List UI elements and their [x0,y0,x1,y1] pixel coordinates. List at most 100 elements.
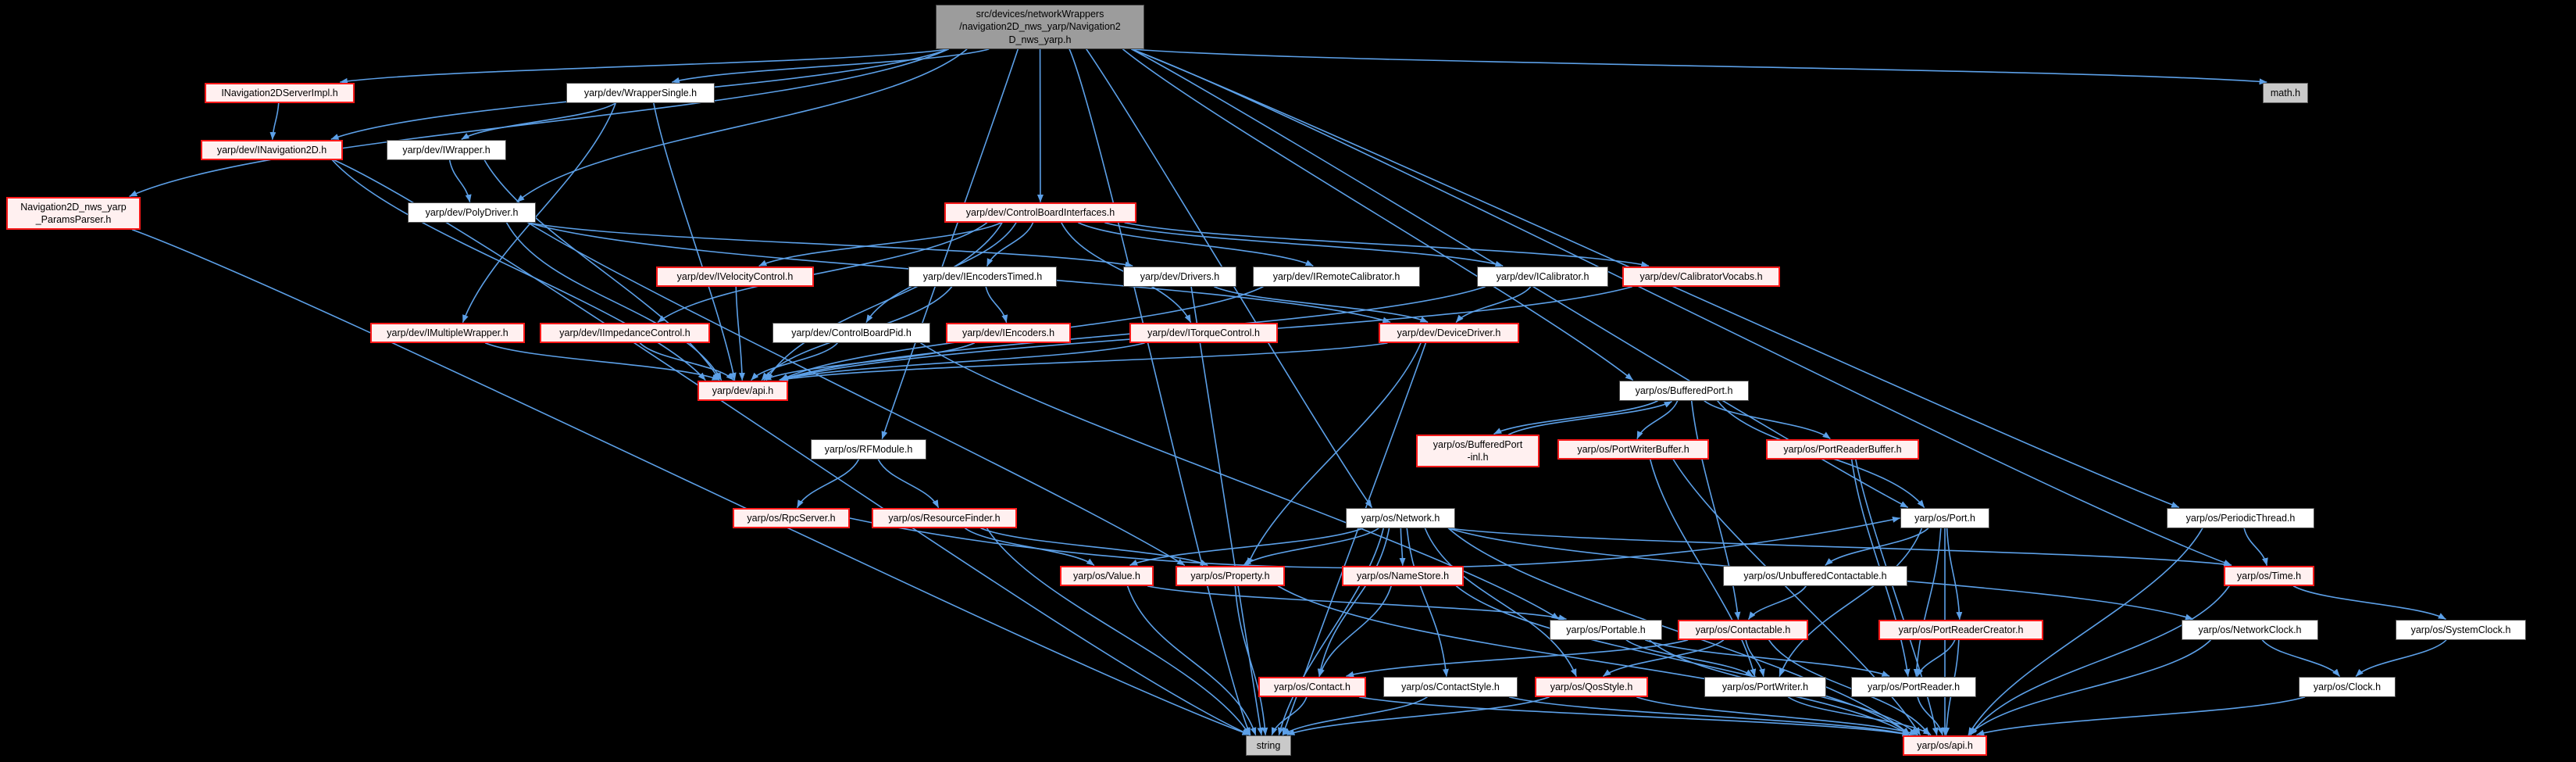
node-cbi[interactable]: yarp/dev/ControlBoardInterfaces.h [944,202,1136,223]
edge-ical-devdriver [1455,286,1532,323]
edge-namestore-contact [1318,585,1392,677]
node-resfinder[interactable]: yarp/os/ResourceFinder.h [872,508,1017,528]
edge-cbi-iimp [657,222,988,323]
edge-value-portable [1147,585,1567,621]
node-string[interactable]: string [1246,735,1291,756]
edge-unbufcontactable-contactable [1748,585,1807,620]
edge-systemclock-clock [2355,639,2447,677]
node-contactstyle[interactable]: yarp/os/ContactStyle.h [1383,677,1518,697]
edge-ivel-devapi [735,286,745,381]
node-rpcserver[interactable]: yarp/os/RpcServer.h [733,508,850,528]
edge-network-contactstyle [1406,528,1449,677]
edge-main-polydriver [516,48,968,202]
edge-polydriver-devapi [505,222,722,381]
edge-wrapper_single-iwrapper [461,102,616,140]
node-iimp[interactable]: yarp/dev/IImpedanceControl.h [540,323,710,343]
edge-portwriter-osapi [1787,696,1932,735]
edge-rfmodule-resfinder [877,459,940,508]
node-prcreator[interactable]: yarp/os/PortReaderCreator.h [1878,620,2043,640]
edge-itorque-devapi [779,342,1145,381]
edge-pwbuffer-portwriter [1649,459,1757,677]
node-ienct[interactable]: yarp/dev/IEncodersTimed.h [908,267,1057,287]
edge-contactable-qosstyle [1603,639,1725,677]
edge-namestore-osapi [1455,585,1911,735]
node-cbpid[interactable]: yarp/dev/ControlBoardPid.h [772,323,930,343]
node-polydriver[interactable]: yarp/dev/PolyDriver.h [408,202,536,223]
edge-value-string [1126,585,1257,735]
edge-rfmodule-rpcserver [797,459,860,508]
edge-main-inav_impl [339,48,949,84]
edge-contactable-osapi [1768,639,1930,735]
node-paramsparser[interactable]: Navigation2D_nws_yarp _ParamsParser.h [6,197,141,230]
node-rfmodule[interactable]: yarp/os/RFModule.h [811,439,926,460]
node-math[interactable]: math.h [2263,83,2308,103]
node-devdriver[interactable]: yarp/dev/DeviceDriver.h [1379,323,1519,343]
node-devapi[interactable]: yarp/dev/api.h [698,381,788,401]
edge-devdriver-devapi [780,342,1388,382]
edge-main-rfmodule [881,48,1019,439]
node-main[interactable]: src/devices/networkWrappers /navigation2… [936,5,1144,49]
edge-network-time [1447,528,2232,567]
edge-imw-devapi [484,342,720,381]
edge-network-value [1129,528,1364,566]
node-iwrapper[interactable]: yarp/dev/IWrapper.h [387,140,506,160]
edge-cbi-calvocabs [1124,222,1650,268]
node-ical[interactable]: yarp/dev/ICalibrator.h [1477,267,1608,287]
edge-contactable-contact [1346,639,1689,678]
node-drivers[interactable]: yarp/dev/Drivers.h [1123,267,1236,287]
edge-main-bufferedport [1122,48,1633,381]
edge-networkclock-osapi [1968,639,2211,735]
node-periodicthread[interactable]: yarp/os/PeriodicThread.h [2167,508,2314,528]
node-bp_inl[interactable]: yarp/os/BufferedPort -inl.h [1416,435,1540,467]
node-ivel[interactable]: yarp/dev/IVelocityControl.h [656,267,814,287]
edge-clock-osapi [1976,696,2306,736]
node-contact[interactable]: yarp/os/Contact.h [1258,677,1366,697]
edge-pwbuffer-osapi [1672,459,1921,735]
node-contactable[interactable]: yarp/os/Contactable.h [1678,620,1808,640]
edge-cbi-ivel [758,222,1002,267]
node-portreader[interactable]: yarp/os/PortReader.h [1851,677,1976,697]
node-portwriter[interactable]: yarp/os/PortWriter.h [1704,677,1826,697]
edge-portreader-osapi [1917,696,1944,735]
node-systemclock[interactable]: yarp/os/SystemClock.h [2396,620,2526,640]
edge-inav2d-devapi [331,159,706,381]
edge-contactstyle-osapi [1508,696,1911,736]
node-inav2d[interactable]: yarp/dev/INavigation2D.h [201,140,343,160]
node-itorque[interactable]: yarp/dev/ITorqueControl.h [1129,323,1278,343]
node-value[interactable]: yarp/os/Value.h [1060,566,1154,586]
edge-network-namestore [1399,528,1406,566]
node-networkclock[interactable]: yarp/os/NetworkClock.h [2182,620,2318,640]
node-qosstyle[interactable]: yarp/os/QosStyle.h [1535,677,1648,697]
edge-main-math [1131,48,2267,85]
edge-iimp-devapi [639,342,734,381]
edge-polydriver-property [527,222,1186,566]
node-namestore[interactable]: yarp/os/NameStore.h [1342,566,1464,586]
edge-cbi-ical [1104,222,1504,267]
node-prbuffer[interactable]: yarp/os/PortReaderBuffer.h [1766,439,1919,460]
node-bufferedport[interactable]: yarp/os/BufferedPort.h [1619,381,1749,401]
node-ienc[interactable]: yarp/dev/IEncoders.h [946,323,1071,343]
edge-bufferedport-contactable [1690,400,1741,620]
node-wrapper_single[interactable]: yarp/dev/WrapperSingle.h [566,83,715,103]
node-osapi[interactable]: yarp/os/api.h [1903,735,1987,756]
edge-paramsparser-string [131,229,1251,735]
edge-periodicthread-time [2243,528,2268,566]
edge-resfinder-value [964,528,1095,566]
node-iremotecal[interactable]: yarp/dev/IRemoteCalibrator.h [1253,267,1420,287]
node-port[interactable]: yarp/os/Port.h [1900,508,1989,528]
edge-portable-portwriter [1625,639,1754,677]
node-time[interactable]: yarp/os/Time.h [2224,566,2314,586]
node-clock[interactable]: yarp/os/Clock.h [2299,677,2396,697]
node-calvocabs[interactable]: yarp/dev/CalibratorVocabs.h [1622,267,1780,287]
node-inav_impl[interactable]: INavigation2DServerImpl.h [205,83,355,103]
node-portable[interactable]: yarp/os/Portable.h [1550,620,1662,640]
edge-bp_inl-bufferedport [1507,401,1672,435]
edge-qosstyle-osapi [1636,696,1918,736]
node-imw[interactable]: yarp/dev/IMultipleWrapper.h [370,323,525,343]
node-pwbuffer[interactable]: yarp/os/PortWriterBuffer.h [1557,439,1709,460]
node-property[interactable]: yarp/os/Property.h [1176,566,1285,586]
node-network[interactable]: yarp/os/Network.h [1346,508,1455,528]
edge-port-prcreator [1946,528,1963,620]
edge-bufferedport-prbuffer [1704,400,1831,439]
node-unbufcontactable[interactable]: yarp/os/UnbufferedContactable.h [1723,566,1907,586]
